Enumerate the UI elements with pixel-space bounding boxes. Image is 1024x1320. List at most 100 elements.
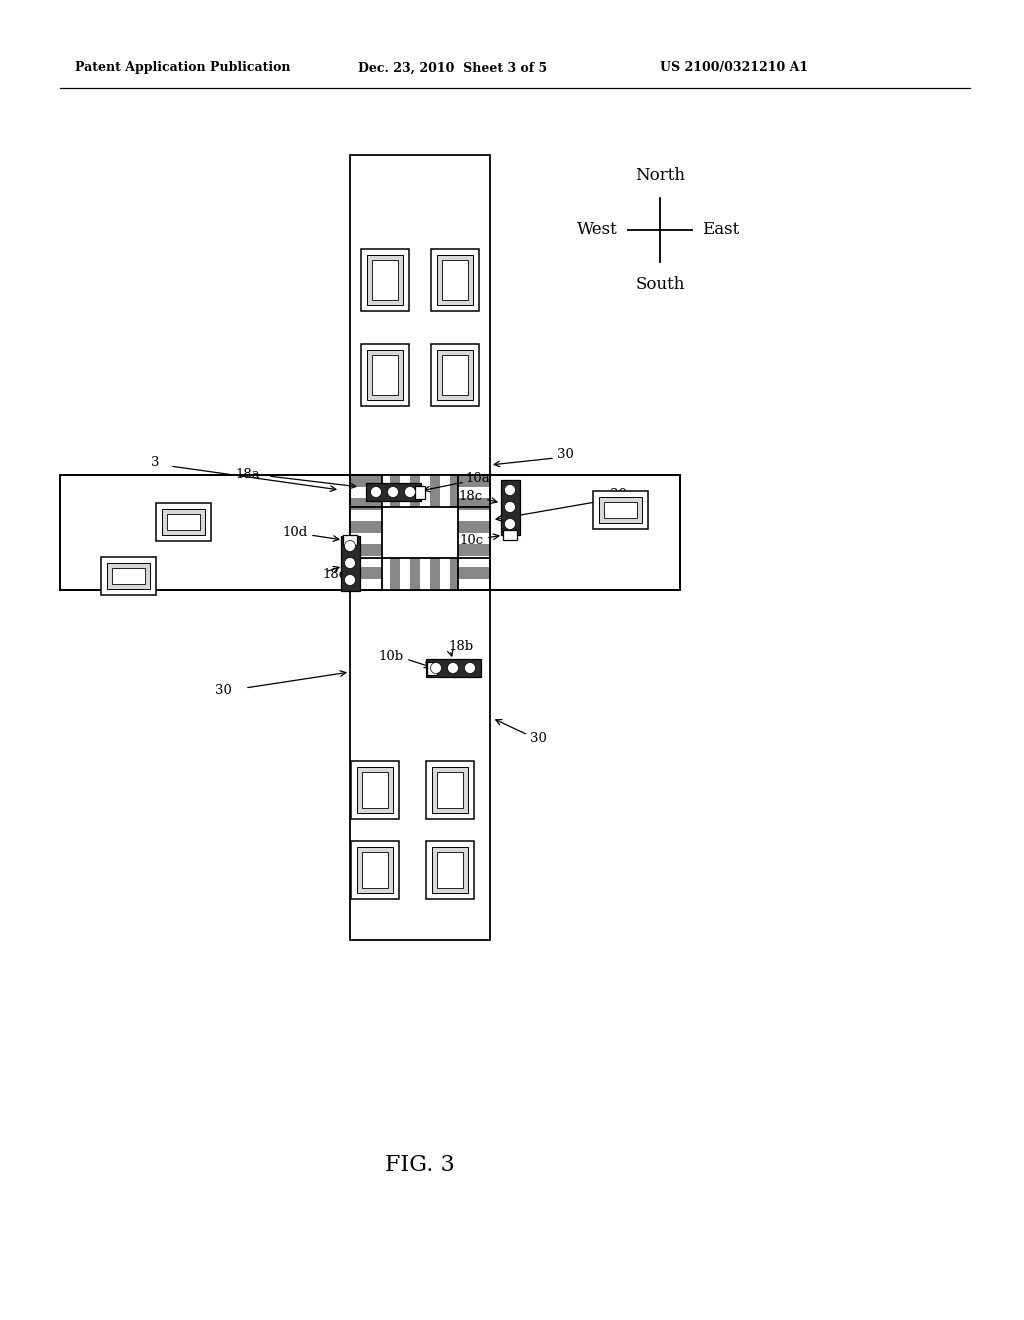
Bar [501, 479, 519, 535]
Text: North: North [635, 168, 685, 183]
Bar [503, 531, 517, 540]
Circle shape [404, 487, 416, 498]
Bar [350, 521, 382, 532]
Bar [390, 475, 400, 507]
Bar [458, 475, 490, 590]
Circle shape [505, 484, 515, 495]
Bar [372, 355, 398, 395]
Text: 18c: 18c [459, 490, 483, 503]
Text: South: South [635, 276, 685, 293]
Bar [357, 767, 393, 813]
Bar [350, 558, 490, 590]
Text: Dec. 23, 2010  Sheet 3 of 5: Dec. 23, 2010 Sheet 3 of 5 [358, 62, 547, 74]
Bar [100, 557, 156, 595]
Bar [598, 498, 641, 523]
Bar [372, 260, 398, 300]
Circle shape [371, 487, 382, 498]
Bar [370, 558, 380, 590]
Text: 10a: 10a [465, 473, 489, 486]
Bar [112, 568, 144, 583]
Text: 30: 30 [215, 684, 231, 697]
Bar [350, 475, 382, 487]
Bar [490, 475, 680, 590]
Bar [430, 475, 440, 507]
Bar [350, 475, 360, 507]
Text: 3: 3 [151, 455, 160, 469]
Bar [167, 513, 200, 531]
Bar [603, 502, 637, 517]
Bar [350, 558, 360, 590]
Bar [410, 475, 420, 507]
Bar [390, 558, 400, 590]
Bar [458, 568, 490, 578]
Bar [350, 544, 382, 556]
Circle shape [505, 519, 515, 529]
Bar [593, 491, 647, 529]
Circle shape [430, 663, 441, 673]
Bar [361, 345, 409, 407]
Text: 18d: 18d [322, 569, 347, 582]
Bar [370, 475, 380, 507]
Bar [458, 475, 490, 487]
Bar [426, 762, 474, 818]
Circle shape [387, 487, 398, 498]
Circle shape [344, 540, 355, 552]
Bar [367, 350, 403, 400]
Text: US 2100/0321210 A1: US 2100/0321210 A1 [660, 62, 808, 74]
Text: 18a: 18a [236, 467, 260, 480]
Bar [470, 475, 480, 507]
Bar [437, 350, 473, 400]
Text: 30: 30 [610, 488, 627, 502]
Text: 10d: 10d [283, 525, 308, 539]
Text: 10c: 10c [460, 533, 484, 546]
Circle shape [344, 557, 355, 569]
Circle shape [447, 663, 459, 673]
Bar [442, 355, 468, 395]
Bar [361, 249, 409, 312]
Bar [350, 475, 490, 507]
Bar [366, 483, 421, 502]
Bar [156, 503, 211, 541]
Bar [426, 841, 474, 899]
Bar [357, 847, 393, 894]
Bar [367, 255, 403, 305]
Bar [432, 767, 468, 813]
Text: West: West [578, 222, 618, 239]
Bar [458, 544, 490, 556]
Bar [351, 841, 399, 899]
Bar [426, 659, 480, 677]
Bar [458, 475, 490, 590]
Text: 10b: 10b [379, 649, 404, 663]
Bar [437, 851, 463, 888]
Bar [60, 475, 350, 590]
Bar [470, 558, 480, 590]
Circle shape [505, 502, 515, 512]
Bar [450, 558, 460, 590]
Bar [458, 498, 490, 510]
Bar [162, 510, 205, 535]
Bar [341, 536, 359, 590]
Bar [437, 255, 473, 305]
Text: Patent Application Publication: Patent Application Publication [75, 62, 291, 74]
Circle shape [344, 574, 355, 586]
Bar [350, 590, 490, 940]
Text: 30: 30 [557, 449, 573, 462]
Bar [350, 498, 382, 510]
Bar [415, 486, 425, 499]
Bar [350, 475, 490, 590]
Bar [350, 475, 382, 590]
Bar [450, 475, 460, 507]
Bar [106, 564, 150, 589]
Bar [442, 260, 468, 300]
Bar [437, 772, 463, 808]
Text: FIG. 3: FIG. 3 [385, 1154, 455, 1176]
Bar [432, 847, 468, 894]
Bar [410, 558, 420, 590]
Text: 30: 30 [530, 731, 547, 744]
Circle shape [465, 663, 475, 673]
Bar [350, 154, 490, 475]
Bar [343, 535, 357, 545]
Bar [427, 661, 437, 675]
Bar [431, 345, 479, 407]
Text: East: East [702, 222, 739, 239]
